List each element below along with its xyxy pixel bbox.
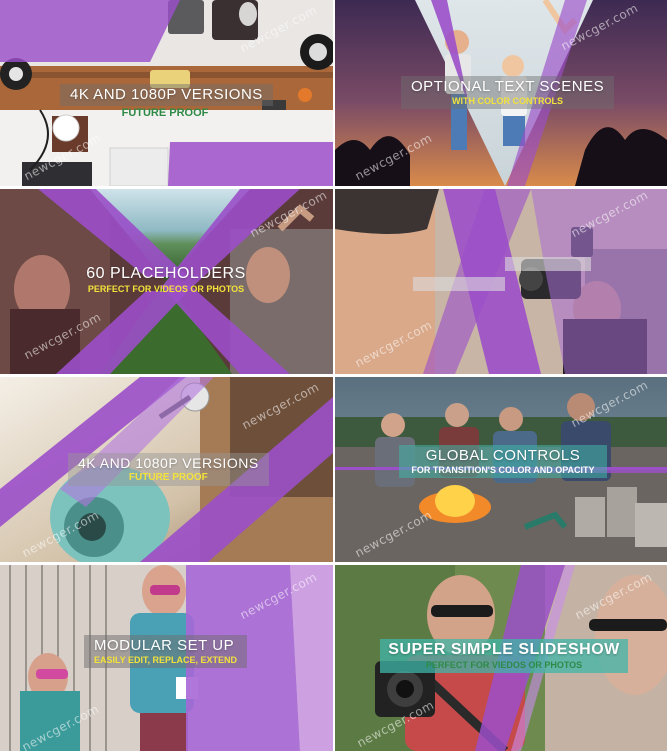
- caption-subtitle: PERFECT FOR VIEDOS OR PHOTOS: [425, 660, 583, 670]
- caption-title: GLOBAL CONTROLS: [425, 447, 581, 464]
- tile-caption: 4K AND 1080P VERSIONS FUTURE PROOF: [68, 453, 269, 486]
- caption-subtitle: FUTURE PROOF: [128, 472, 208, 483]
- preview-tile-camera-girl: newcger.com newcger.com: [335, 189, 667, 374]
- tile-caption: GLOBAL CONTROLS FOR TRANSITION'S COLOR A…: [375, 445, 631, 478]
- preview-tile-sunset-kids: OPTIONAL TEXT SCENES WITH COLOR CONTROLS…: [335, 0, 667, 186]
- preview-tile-desk: 4K AND 1080P VERSIONS FUTURE PROOF newcg…: [0, 0, 333, 186]
- preview-tile-rollercoaster: 60 PLACEHOLDERS PERFECT FOR VIDEOS OR PH…: [0, 189, 333, 374]
- preview-tile-photographer: SUPER SIMPLE SLIDESHOW PERFECT FOR VIEDO…: [335, 565, 667, 751]
- caption-subtitle: FOR TRANSITION'S COLOR AND OPACITY: [411, 465, 595, 475]
- camera-girl-scene-image: [335, 189, 667, 374]
- preview-tile-campfire: GLOBAL CONTROLS FOR TRANSITION'S COLOR A…: [335, 377, 667, 562]
- preview-tile-scooter: 4K AND 1080P VERSIONS FUTURE PROOF newcg…: [0, 377, 333, 562]
- caption-title: 4K AND 1080P VERSIONS: [70, 86, 263, 103]
- sunset-kids-scene-image: [335, 0, 667, 186]
- preview-tile-color-run: MODULAR SET UP EASILY EDIT, REPLACE, EXT…: [0, 565, 333, 751]
- caption-title: 60 PLACEHOLDERS: [86, 265, 246, 282]
- tile-caption: SUPER SIMPLE SLIDESHOW PERFECT FOR VIEDO…: [379, 639, 629, 673]
- rollercoaster-scene-image: [0, 189, 333, 374]
- tile-caption: 4K AND 1080P VERSIONS FUTURE PROOF: [60, 84, 273, 119]
- scooter-scene-image: [0, 377, 333, 562]
- tile-caption: 60 PLACEHOLDERS PERFECT FOR VIDEOS OR PH…: [66, 265, 266, 294]
- caption-title: OPTIONAL TEXT SCENES: [411, 78, 605, 95]
- caption-subtitle: WITH COLOR CONTROLS: [452, 96, 564, 106]
- caption-title: SUPER SIMPLE SLIDESHOW: [388, 641, 620, 658]
- caption-subtitle: EASILY EDIT, REPLACE, EXTEND: [94, 655, 238, 665]
- desk-scene-image: [0, 0, 333, 186]
- tile-caption: MODULAR SET UP EASILY EDIT, REPLACE, EXT…: [84, 635, 274, 668]
- caption-subtitle: PERFECT FOR VIDEOS OR PHOTOS: [87, 284, 245, 294]
- tile-caption: OPTIONAL TEXT SCENES WITH COLOR CONTROLS: [401, 76, 615, 109]
- caption-title: 4K AND 1080P VERSIONS: [78, 455, 259, 471]
- caption-subtitle: FUTURE PROOF: [121, 107, 209, 119]
- caption-title: MODULAR SET UP: [94, 637, 235, 654]
- tile-caption: [415, 273, 595, 274]
